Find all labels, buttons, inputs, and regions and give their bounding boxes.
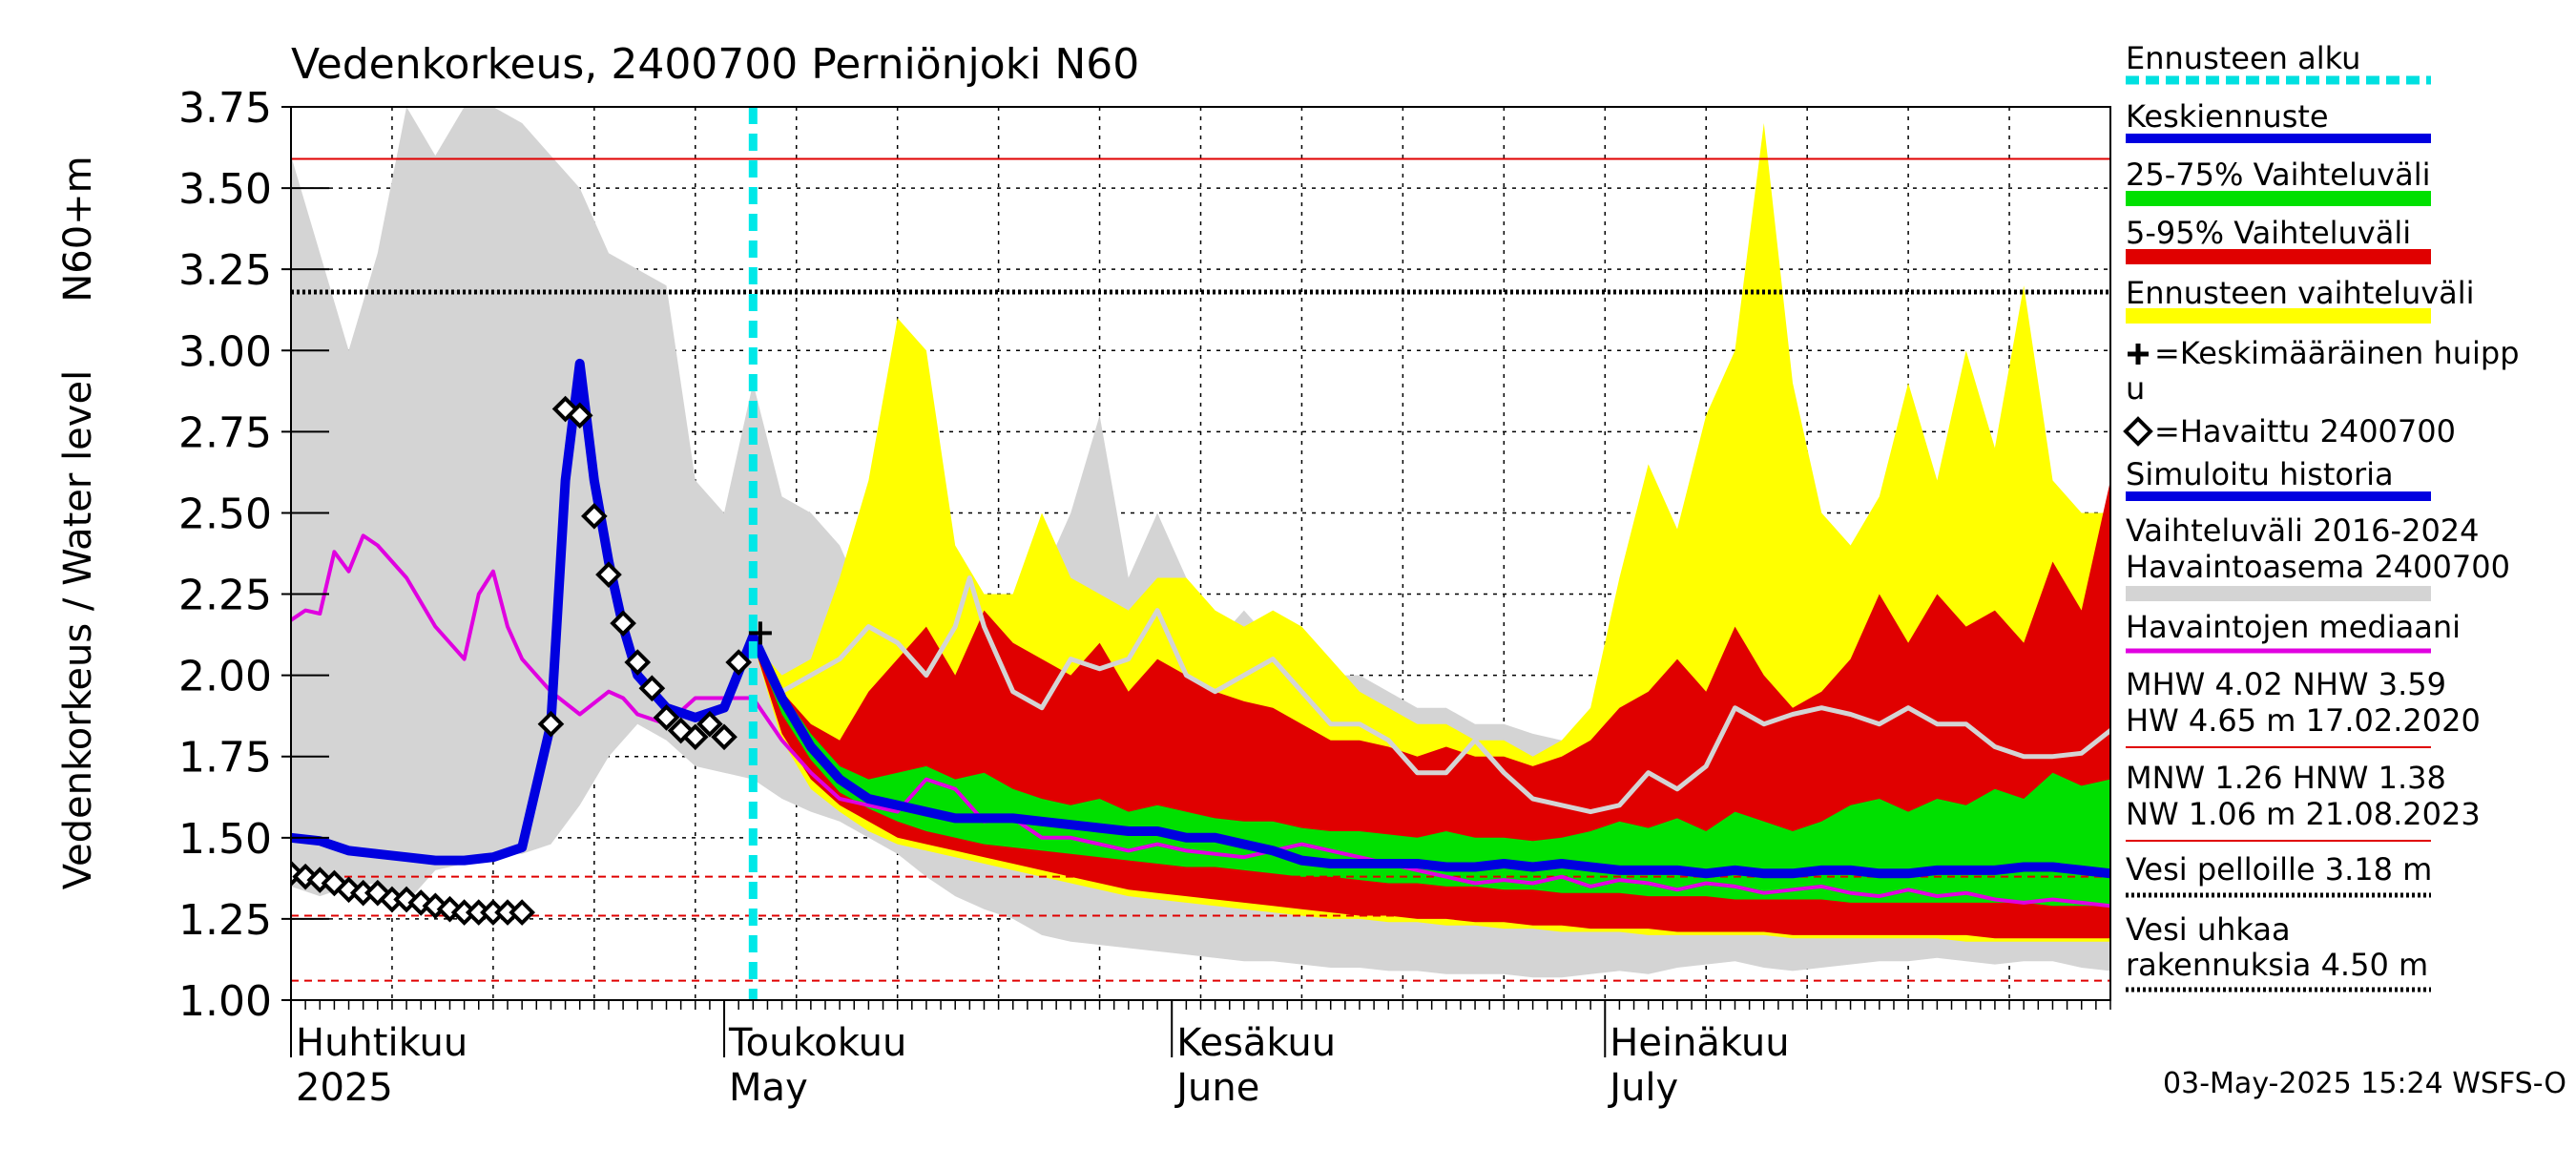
y-tick-label: 3.50 (178, 165, 272, 214)
chart-title: Vedenkorkeus, 2400700 Perniönjoki N60 (291, 40, 1139, 89)
x-month-sublabel: May (729, 1066, 808, 1110)
observed-point (638, 675, 666, 702)
peak-marker (748, 621, 772, 645)
y-tick-label: 2.75 (178, 408, 272, 457)
observed-point (537, 710, 565, 738)
legend-label: =Havaittu 2400700 (2154, 413, 2456, 449)
legend-stat-line: NW 1.06 m 21.08.2023 (2126, 796, 2481, 832)
legend-label: u (2126, 370, 2145, 407)
observed-point (581, 503, 608, 530)
legend-label: Ennusteen alku (2126, 40, 2360, 76)
y-axis-label: Vedenkorkeus / Water level (56, 370, 100, 889)
observed-point (422, 892, 449, 920)
observed-point (725, 649, 753, 676)
legend-threshold-label: rakennuksia 4.50 m (2126, 947, 2428, 983)
observed-point (610, 610, 636, 637)
x-month-sublabel: 2025 (296, 1066, 393, 1110)
legend-label: Keskiennuste (2126, 98, 2329, 135)
legend-label: Vaihteluväli 2016-2024 (2126, 512, 2480, 549)
footer-timestamp: 03-May-2025 15:24 WSFS-O (2163, 1067, 2566, 1100)
history-median-line (750, 575, 2110, 815)
legend-threshold-label: Vesi uhkaa (2126, 911, 2291, 948)
p25-75-range-band (753, 642, 2110, 907)
legend-stat-line: MHW 4.02 NHW 3.59 (2126, 666, 2446, 702)
x-month-label: Huhtikuu (296, 1021, 467, 1065)
y-tick-label: 1.50 (178, 815, 272, 864)
observed-point (681, 723, 709, 751)
y-tick-label: 1.00 (178, 977, 272, 1026)
legend-cross-marker (2128, 344, 2149, 365)
observed-point (696, 710, 723, 738)
y-tick-label: 2.50 (178, 490, 272, 538)
y-tick-label: 1.75 (178, 734, 272, 783)
y-tick-label: 3.75 (178, 84, 272, 133)
legend-threshold-label: Vesi pelloille 3.18 m (2126, 851, 2432, 888)
observed-point (624, 649, 652, 676)
mean-forecast-line (291, 358, 2110, 879)
x-month-sublabel: June (1174, 1066, 1259, 1110)
x-month-label: Kesäkuu (1176, 1021, 1336, 1065)
legend-diamond-marker (2123, 416, 2153, 447)
legend-label: 25-75% Vaihteluväli (2126, 157, 2430, 193)
y-axis-unit: N60+m (56, 156, 100, 302)
y-tick-label: 1.25 (178, 896, 272, 945)
x-month-sublabel: July (1607, 1066, 1678, 1110)
y-tick-label: 3.25 (178, 246, 272, 295)
y-tick-label: 3.00 (178, 327, 272, 376)
observed-point (653, 704, 680, 731)
legend: Ennusteen alku Keskiennuste 25-75% Vaihtel… (2123, 40, 2520, 992)
observed-median-line (291, 533, 2110, 909)
legend-label: Havaintojen mediaani (2126, 609, 2461, 645)
observed-point (321, 869, 348, 897)
legend-stat-line: HW 4.65 m 17.02.2020 (2126, 702, 2481, 739)
observed-point (595, 561, 622, 588)
observed-point (566, 402, 593, 429)
legend-label: Simuloitu historia (2126, 456, 2394, 492)
observed-point (509, 899, 535, 926)
y-axis: 1.00 1.25 1.50 1.75 2.00 2.25 2.50 2.75 3.00 3.25… (178, 84, 329, 1026)
x-month-label: Heinäkuu (1610, 1021, 1789, 1065)
legend-label: =Keskimääräinen huipp (2154, 335, 2520, 371)
plot-content (291, 107, 2110, 1000)
legend-label: 5-95% Vaihteluväli (2126, 215, 2411, 251)
observed-point (711, 723, 737, 751)
y-tick-label: 2.00 (178, 653, 272, 701)
y-tick-label: 2.25 (178, 572, 272, 620)
plot-area (290, 106, 2111, 1001)
legend-label: Ennusteen vaihteluväli (2126, 275, 2475, 311)
observed-point (292, 863, 319, 890)
x-month-label: Toukokuu (728, 1021, 906, 1065)
legend-label: Havaintoasema 2400700 (2126, 549, 2510, 585)
legend-stat-line: MNW 1.26 HNW 1.38 (2126, 760, 2446, 796)
observed-point (364, 879, 391, 907)
